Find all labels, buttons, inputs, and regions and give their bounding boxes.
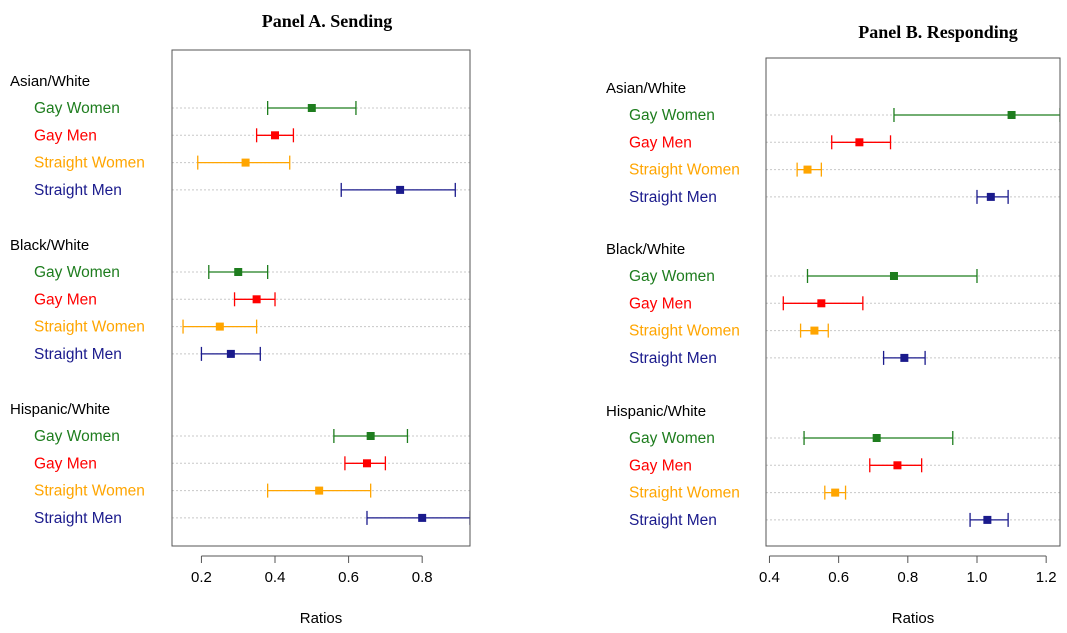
row-label: Gay Men	[34, 127, 97, 144]
panel-b-title: Panel B. Responding	[858, 22, 1018, 42]
row-label: Gay Women	[34, 428, 120, 445]
point-estimate	[855, 138, 864, 147]
point-estimate	[418, 513, 427, 522]
point-estimate	[986, 192, 995, 201]
x-tick-label: 0.4	[265, 569, 286, 586]
row-label: Straight Women	[34, 155, 145, 172]
group-label: Hispanic/White	[606, 403, 706, 420]
row-label: Straight Men	[34, 346, 122, 363]
point-estimate	[810, 326, 819, 335]
row-label: Gay Women	[629, 268, 715, 285]
panel-a-plot-area	[172, 101, 470, 525]
row-label: Straight Men	[629, 350, 717, 367]
row-label: Straight Men	[629, 512, 717, 529]
group-label: Hispanic/White	[10, 401, 110, 418]
panel-b: Panel B. Responding Asian/White Gay Women G…	[606, 22, 1061, 627]
row-label: Straight Men	[629, 189, 717, 206]
point-estimate	[271, 131, 280, 140]
point-estimate	[252, 295, 261, 304]
group-label: Black/White	[606, 241, 685, 258]
x-tick-label: 0.2	[191, 569, 212, 586]
row-label: Straight Women	[629, 323, 740, 340]
point-estimate	[234, 268, 243, 276]
point-estimate	[362, 459, 371, 468]
point-estimate	[226, 349, 235, 358]
group-label: Asian/White	[606, 80, 686, 97]
point-estimate	[307, 104, 316, 112]
panel-a-x-axis-label: Ratios	[300, 610, 343, 627]
point-estimate	[241, 158, 250, 167]
point-estimate	[315, 486, 324, 495]
group-label: Black/White	[10, 237, 89, 254]
row-label: Gay Men	[629, 295, 692, 312]
row-label: Gay Women	[34, 100, 120, 117]
point-estimate	[983, 515, 992, 524]
panel-b-plot-area	[766, 108, 1060, 527]
panel-a-frame	[171, 49, 471, 547]
row-label: Gay Women	[629, 430, 715, 447]
point-estimate	[366, 432, 375, 440]
panel-a: Panel A. Sending Asian/White Gay Women Gay …	[10, 11, 471, 627]
row-label: Straight Men	[34, 510, 122, 527]
row-label: Gay Men	[34, 291, 97, 308]
point-estimate	[872, 434, 881, 442]
point-estimate	[889, 272, 898, 280]
point-estimate	[396, 185, 405, 194]
row-label: Gay Men	[34, 455, 97, 472]
point-estimate	[817, 299, 826, 308]
row-label: Straight Women	[34, 483, 145, 500]
group-label: Asian/White	[10, 73, 90, 90]
point-estimate	[893, 461, 902, 470]
panel-a-title: Panel A. Sending	[262, 11, 393, 31]
x-tick-label: 0.6	[338, 569, 359, 586]
row-label: Gay Men	[629, 134, 692, 151]
row-label: Straight Women	[629, 485, 740, 502]
row-label: Straight Women	[629, 162, 740, 179]
row-label: Straight Women	[34, 319, 145, 336]
x-tick-label: 0.4	[759, 569, 780, 586]
point-estimate	[831, 488, 840, 497]
x-tick-label: 0.6	[828, 569, 849, 586]
x-tick-label: 1.2	[1036, 569, 1057, 586]
x-tick-label: 0.8	[412, 569, 433, 586]
point-estimate	[1007, 111, 1016, 119]
row-label: Gay Women	[34, 264, 120, 281]
point-estimate	[215, 322, 224, 331]
x-tick-label: 0.8	[897, 569, 918, 586]
x-tick-label: 1.0	[967, 569, 988, 586]
point-estimate	[803, 165, 812, 174]
point-estimate	[900, 353, 909, 362]
row-label: Gay Men	[629, 457, 692, 474]
row-label: Straight Men	[34, 182, 122, 199]
panel-b-frame	[765, 57, 1061, 547]
row-label: Gay Women	[629, 107, 715, 124]
panel-b-x-axis-label: Ratios	[892, 610, 935, 627]
